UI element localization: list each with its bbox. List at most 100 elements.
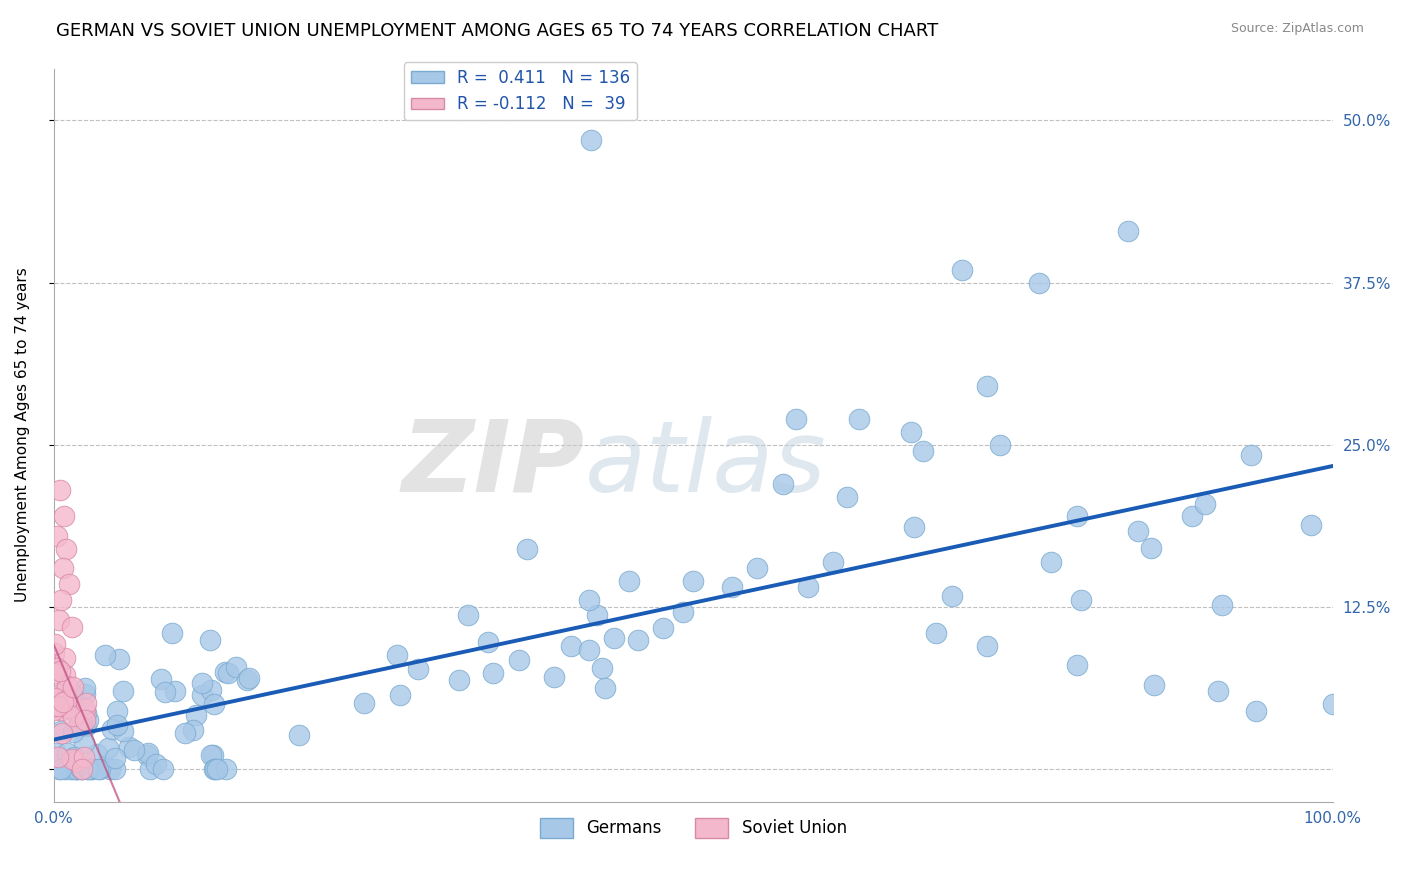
Point [288, 728, 311, 742]
Point [70, 762, 93, 776]
Point [49, 723, 72, 738]
Point [49, 762, 72, 776]
Point [516, 541, 538, 556]
Point [62, 762, 84, 776]
Point [44, 699, 66, 714]
Point [848, 412, 870, 426]
Point [59, 701, 82, 715]
Point [97, 740, 120, 755]
Point [55, 541, 77, 556]
Point [46, 528, 69, 542]
Point [58, 576, 80, 591]
Point [408, 662, 430, 676]
Point [603, 631, 626, 645]
Point [75, 719, 97, 733]
Point [89, 762, 111, 776]
Point [63, 705, 86, 719]
Point [1066, 658, 1088, 673]
Point [73, 736, 96, 750]
Point [67, 717, 90, 731]
Point [87, 762, 110, 776]
Point [389, 688, 412, 702]
Point [56, 679, 79, 693]
Point [52, 695, 75, 709]
Point [111, 684, 134, 698]
Point [48, 762, 70, 776]
Point [1028, 276, 1050, 290]
Point [903, 520, 925, 534]
Point [111, 723, 134, 738]
Point [1181, 509, 1204, 524]
Point [105, 717, 128, 731]
Point [52, 509, 75, 524]
Point [152, 762, 174, 776]
Point [49, 664, 72, 678]
Point [747, 561, 769, 575]
Point [976, 639, 998, 653]
Point [62, 725, 84, 739]
Point [80, 762, 103, 776]
Point [59, 762, 82, 776]
Point [75, 681, 97, 695]
Point [45, 746, 67, 760]
Point [941, 589, 963, 603]
Point [236, 673, 259, 688]
Point [73, 687, 96, 701]
Legend: Germans, Soviet Union: Germans, Soviet Union [533, 811, 853, 845]
Point [53, 762, 76, 776]
Point [80, 762, 103, 776]
Point [481, 666, 503, 681]
Point [48, 613, 70, 627]
Point [202, 762, 225, 776]
Point [136, 746, 159, 760]
Point [117, 740, 139, 755]
Point [56, 692, 79, 706]
Point [70, 762, 93, 776]
Point [42, 692, 65, 706]
Point [900, 425, 922, 439]
Text: atlas: atlas [585, 416, 827, 513]
Point [198, 632, 221, 647]
Point [578, 643, 600, 657]
Point [70, 715, 93, 730]
Y-axis label: Unemployment Among Ages 65 to 74 years: Unemployment Among Ages 65 to 74 years [15, 268, 30, 602]
Point [202, 698, 225, 712]
Point [86, 747, 108, 761]
Point [200, 682, 222, 697]
Point [1126, 524, 1149, 538]
Point [44, 637, 66, 651]
Point [385, 648, 408, 662]
Point [1322, 698, 1344, 712]
Point [1143, 678, 1166, 692]
Point [51, 726, 73, 740]
Point [508, 653, 530, 667]
Point [44, 690, 66, 705]
Point [184, 707, 207, 722]
Point [1116, 224, 1139, 238]
Point [52, 686, 75, 700]
Point [217, 665, 239, 680]
Point [353, 696, 375, 710]
Point [1206, 684, 1229, 698]
Text: Source: ZipAtlas.com: Source: ZipAtlas.com [1230, 22, 1364, 36]
Point [225, 660, 247, 674]
Point [976, 379, 998, 393]
Point [56, 746, 79, 760]
Point [1299, 517, 1322, 532]
Point [51, 703, 73, 717]
Point [62, 750, 84, 764]
Point [53, 651, 76, 665]
Point [62, 680, 84, 694]
Point [76, 762, 98, 776]
Point [124, 743, 146, 757]
Point [60, 620, 83, 634]
Point [619, 574, 641, 588]
Point [76, 762, 98, 776]
Point [215, 762, 238, 776]
Point [543, 670, 565, 684]
Point [1194, 497, 1216, 511]
Point [1244, 704, 1267, 718]
Point [135, 747, 157, 762]
Point [682, 574, 704, 588]
Point [49, 483, 72, 498]
